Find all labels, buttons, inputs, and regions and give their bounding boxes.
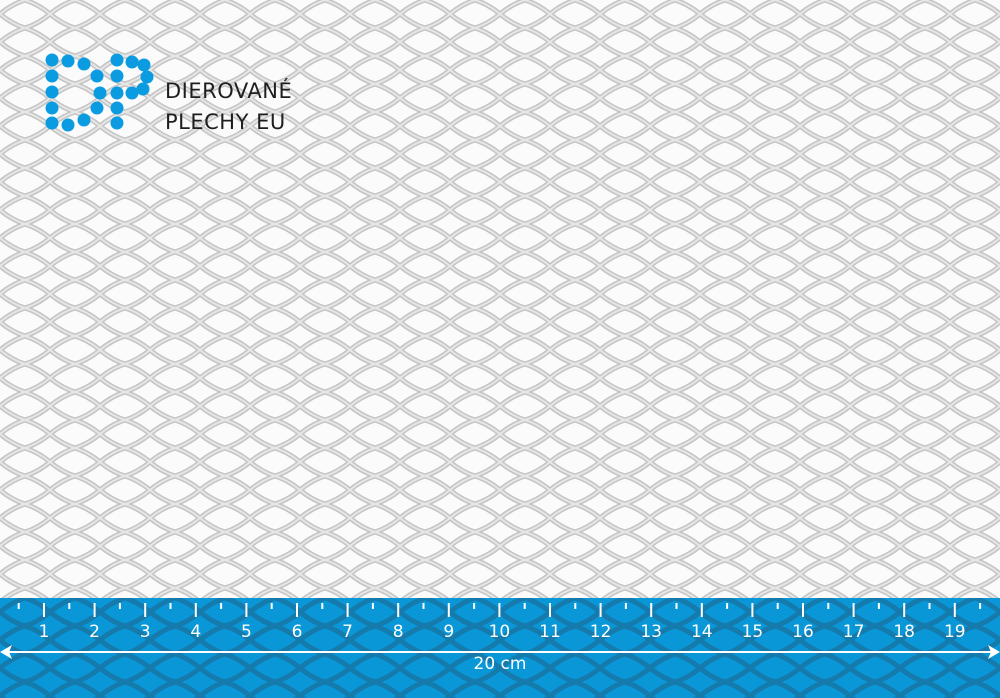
- ruler-label: 3: [139, 622, 151, 642]
- logo-dot: [61, 118, 75, 132]
- brand-name: DIEROVANÉ PLECHY EU: [165, 76, 292, 138]
- arrow-left-icon: [0, 645, 12, 659]
- logo-dot: [77, 113, 91, 127]
- logo-dot: [110, 86, 124, 100]
- logo-dot: [125, 86, 139, 100]
- ruler-label: 10: [488, 622, 511, 642]
- ruler-label: 18: [893, 622, 916, 642]
- logo-dot: [93, 86, 107, 100]
- logo-dot: [136, 82, 150, 96]
- logo-dot: [45, 116, 59, 130]
- logo-dot: [110, 53, 124, 67]
- ruler-label: 2: [89, 622, 101, 642]
- logo-mark: [45, 53, 154, 132]
- ruler-label: 13: [640, 622, 663, 642]
- ruler-label: 11: [539, 622, 561, 642]
- logo-dot: [125, 55, 139, 69]
- logo-dot: [61, 54, 75, 68]
- logo-dot: [45, 53, 59, 67]
- brand-line-2: PLECHY EU: [165, 110, 286, 134]
- logo-dot: [90, 69, 104, 83]
- ruler-label: 19: [943, 622, 966, 642]
- ruler-label: 5: [240, 622, 252, 642]
- ruler-label: 15: [741, 622, 764, 642]
- logo-dot: [110, 101, 124, 115]
- logo-dot: [45, 85, 59, 99]
- ruler-label: 9: [443, 622, 455, 642]
- logo-dot: [110, 69, 124, 83]
- ruler-label: 6: [291, 622, 303, 642]
- ruler-label: 4: [190, 622, 202, 642]
- brand-line-1: DIEROVANÉ: [165, 79, 293, 103]
- ruler-label: 17: [842, 622, 865, 642]
- logo-dot: [110, 116, 124, 130]
- logo-dot: [45, 69, 59, 83]
- ruler-label: 16: [792, 622, 814, 642]
- arrow-right-icon: [988, 645, 1000, 659]
- ruler-label: 7: [342, 622, 354, 642]
- logo-dot: [45, 101, 59, 115]
- ruler-label: 12: [589, 622, 612, 642]
- logo-dot: [137, 58, 151, 72]
- logo-dot: [77, 57, 91, 71]
- ruler-scale: 1 2 3 4 5 6 7 8 9 10 11 12 13 14 15 16 17 18 19 20 cm: [0, 598, 1000, 698]
- ruler-label: 14: [690, 622, 713, 642]
- logo-dot: [140, 70, 154, 84]
- ruler-label: 8: [392, 622, 404, 642]
- length-label: 20 cm: [473, 654, 527, 674]
- logo-dot: [90, 101, 104, 115]
- ruler-label: 1: [38, 622, 50, 642]
